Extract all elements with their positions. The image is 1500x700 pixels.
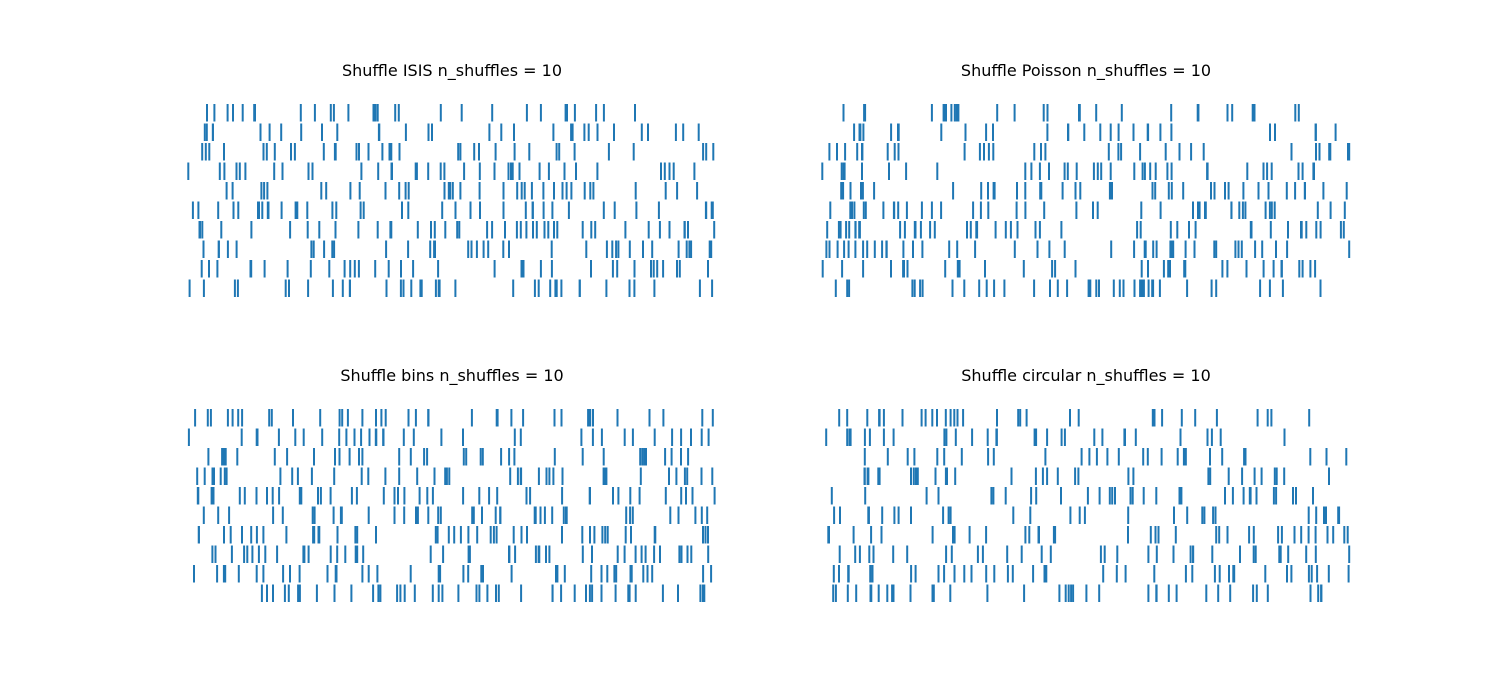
panel-title-shuffle-circular: Shuffle circular n_shuffles = 10 — [961, 366, 1211, 386]
panel-title-shuffle-bins: Shuffle bins n_shuffles = 10 — [340, 366, 563, 386]
panel-title-shuffle-isis: Shuffle ISIS n_shuffles = 10 — [342, 61, 562, 81]
panel-shuffle-isis: Shuffle ISIS n_shuffles = 10 — [187, 61, 716, 297]
raster-shuffle-isis — [187, 104, 716, 297]
panel-shuffle-bins: Shuffle bins n_shuffles = 10 — [187, 366, 716, 602]
raster-shuffle-bins — [187, 409, 716, 602]
panel-shuffle-circular: Shuffle circular n_shuffles = 10 — [825, 366, 1351, 602]
raster-shuffle-poisson — [821, 104, 1351, 297]
raster-shuffle-circular — [825, 409, 1351, 602]
panel-title-shuffle-poisson: Shuffle Poisson n_shuffles = 10 — [961, 61, 1211, 81]
panel-shuffle-poisson: Shuffle Poisson n_shuffles = 10 — [821, 61, 1351, 297]
